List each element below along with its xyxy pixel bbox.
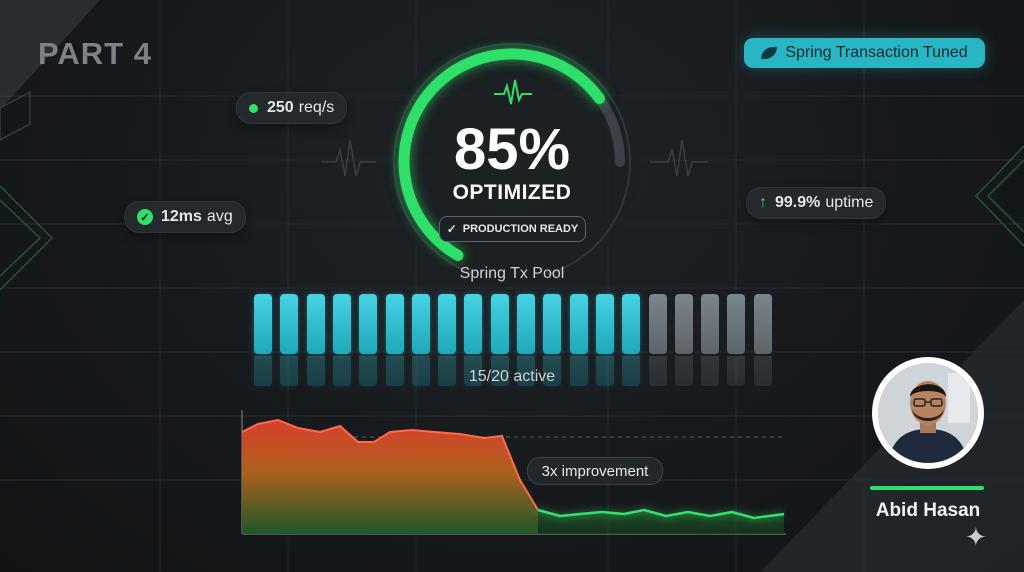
- production-ready-label: PRODUCTION READY: [462, 223, 579, 235]
- performance-chart: [241, 410, 786, 535]
- pool-bar-active: [543, 294, 562, 354]
- pool-bar-reflection: [674, 356, 693, 386]
- sparkle-icon: ✦: [965, 522, 987, 552]
- spring-leaf-icon: [761, 47, 778, 59]
- pool-bar-active: [490, 294, 509, 354]
- production-ready-badge: ✓ PRODUCTION READY: [439, 216, 586, 242]
- presenter-avatar: [878, 363, 978, 463]
- after-line: [537, 508, 785, 520]
- pool-bar-active: [517, 294, 535, 354]
- presenter-name: Abid Hasan: [875, 500, 981, 521]
- pool-bar-reflection: [517, 356, 535, 386]
- connection-pool-bars: [254, 294, 774, 354]
- gauge-label: OPTIMIZED: [452, 181, 572, 204]
- pool-count: 15/20 active: [468, 368, 556, 385]
- pool-bar-active: [569, 294, 588, 354]
- check-circle-icon: ✓: [137, 209, 153, 225]
- pool-bar-active: [464, 294, 483, 354]
- checkmark-icon: ✓: [446, 222, 457, 236]
- pool-bar-active: [411, 294, 430, 354]
- pool-bar-reflection: [569, 356, 588, 386]
- throughput-unit: req/s: [298, 99, 335, 116]
- pool-bar-reflection: [648, 356, 667, 386]
- pool-bar-reflection: [543, 356, 562, 386]
- pool-label: Spring Tx Pool: [459, 265, 565, 282]
- arrow-up-icon: ↑: [759, 194, 767, 211]
- gauge-percent: 85%: [453, 117, 571, 182]
- pool-bar-reflection: [306, 356, 325, 386]
- part-title: PART 4: [38, 36, 152, 71]
- pool-bar-reflection: [622, 356, 641, 386]
- pool-bar-reflection: [464, 356, 483, 386]
- pool-bar-active: [332, 294, 351, 354]
- pool-bar-reflection: [595, 356, 614, 386]
- pool-bar-reflection: [727, 356, 746, 386]
- heartbeat-icon: [494, 79, 532, 105]
- latency-metric: ✓ 12ms avg: [124, 201, 246, 233]
- before-area: [242, 420, 538, 534]
- avatar-portrait: [878, 363, 978, 463]
- improvement-annotation: 3x improvement: [527, 457, 663, 485]
- pool-bar-active: [622, 294, 641, 354]
- pool-bar-reflection: [701, 356, 720, 386]
- pool-bar-active: [595, 294, 614, 354]
- pool-bar-reflection: [332, 356, 351, 386]
- pool-bar-idle: [727, 294, 746, 354]
- pool-bar-idle: [648, 294, 667, 354]
- pool-bar-idle: [753, 294, 772, 354]
- before-line: [241, 418, 539, 511]
- pool-bar-reflection: [438, 356, 457, 386]
- pool-bar-reflection: [490, 356, 509, 386]
- after-area: [538, 510, 784, 534]
- latency-unit: avg: [206, 208, 233, 225]
- throughput-value: 250: [267, 99, 294, 116]
- name-accent-line: [870, 486, 984, 490]
- gauge-fill: [398, 48, 605, 261]
- pool-bar-active: [280, 294, 299, 354]
- pool-bar-active: [385, 294, 404, 354]
- pool-bar-reflection: [411, 356, 430, 386]
- uptime-unit: uptime: [825, 194, 874, 211]
- pool-bar-active: [254, 294, 272, 354]
- live-dot-icon: [249, 103, 258, 113]
- throughput-metric: 250 req/s: [236, 92, 348, 124]
- pool-bar-idle: [701, 294, 720, 354]
- uptime-value: 99.9%: [775, 194, 821, 211]
- latency-value: 12ms: [161, 208, 202, 225]
- pool-bar-idle: [674, 294, 693, 354]
- pool-bar-reflection: [359, 356, 378, 386]
- optimization-gauge: [384, 34, 640, 274]
- spring-status-label: Spring Transaction Tuned: [785, 44, 968, 61]
- pool-bar-reflection: [254, 356, 272, 386]
- spring-status-badge: Spring Transaction Tuned: [744, 38, 985, 68]
- pool-bar-reflection: [753, 356, 772, 386]
- pool-bar-active: [306, 294, 325, 354]
- pool-bar-reflection: [280, 356, 299, 386]
- pool-bar-reflection: [385, 356, 404, 386]
- pool-bar-active: [438, 294, 457, 354]
- uptime-metric: ↑ 99.9% uptime: [746, 187, 887, 219]
- pool-bars-reflection: [254, 356, 774, 386]
- pool-bar-active: [359, 294, 378, 354]
